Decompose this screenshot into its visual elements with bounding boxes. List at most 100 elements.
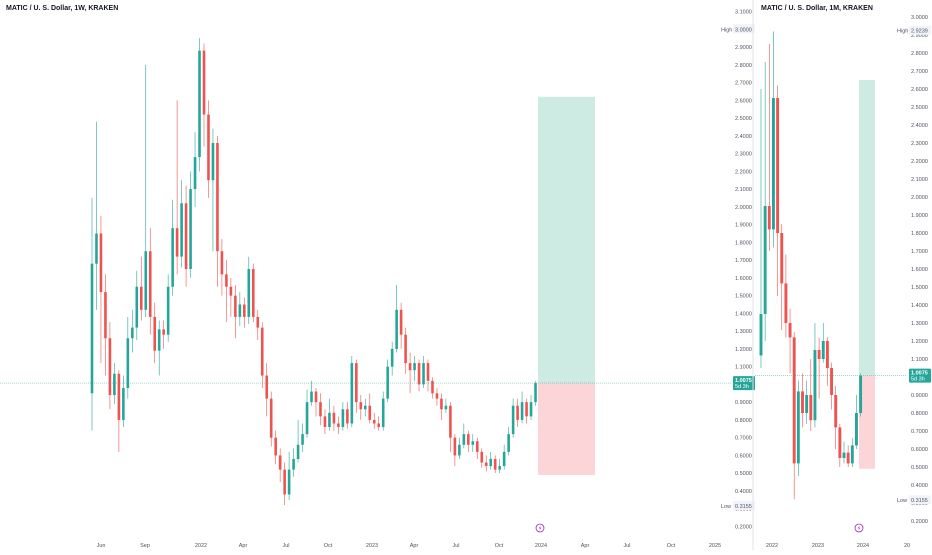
candle — [417, 359, 421, 392]
y-tick-label: 1.1000 — [735, 365, 752, 371]
candle — [287, 451, 291, 500]
candle — [817, 337, 821, 399]
candle-body — [850, 445, 854, 464]
y-tick-label: 3.1000 — [735, 10, 752, 16]
candle-body — [780, 233, 784, 284]
candle-body — [426, 363, 430, 381]
candle — [368, 393, 372, 424]
candle — [842, 441, 846, 464]
candle — [274, 430, 277, 465]
candle — [216, 135, 219, 287]
candle-body — [830, 368, 833, 395]
candle-body — [805, 395, 809, 413]
candle — [529, 395, 533, 420]
candle — [234, 284, 237, 339]
candle-body — [296, 444, 300, 459]
stop-loss-zone[interactable] — [859, 375, 875, 469]
candle-body — [189, 189, 192, 269]
candle-body — [408, 363, 412, 371]
last-price-value: 1.0075 — [735, 378, 752, 384]
candle — [825, 337, 829, 386]
candle — [328, 398, 331, 431]
candle — [520, 391, 524, 424]
candle — [471, 434, 475, 452]
candle — [346, 402, 349, 429]
candle — [834, 386, 838, 449]
candle — [830, 362, 833, 410]
candle — [265, 363, 269, 417]
candle-body — [278, 455, 282, 470]
candle — [238, 292, 242, 326]
candle-body — [355, 363, 358, 403]
candle — [377, 416, 381, 431]
y-tick-label: 2.9000 — [911, 33, 928, 39]
candle-body — [511, 405, 515, 435]
event-icon[interactable] — [854, 523, 864, 533]
profit-target-zone[interactable] — [859, 80, 875, 376]
candle — [135, 270, 139, 341]
candle-body — [162, 329, 165, 335]
candle — [220, 238, 224, 296]
candle-body — [131, 327, 134, 339]
candle-body — [767, 206, 771, 230]
candle-body — [422, 363, 425, 385]
candle — [821, 323, 825, 363]
candle-body — [346, 409, 349, 424]
y-tick-label: 2.9000 — [735, 45, 752, 51]
candle-body — [332, 412, 336, 424]
candle — [131, 309, 134, 353]
candle-body — [180, 203, 183, 257]
y-tick-label: 1.8000 — [735, 240, 752, 246]
candle-body — [247, 269, 251, 317]
y-tick-label: 1.7000 — [911, 249, 928, 255]
candle-body — [207, 114, 210, 181]
x-tick-label: 2025 — [709, 543, 721, 549]
candle-body — [417, 363, 421, 385]
candle — [243, 297, 246, 328]
candle-body — [363, 405, 367, 410]
candle-body — [431, 380, 434, 394]
y-tick-label: 1.4000 — [735, 311, 752, 317]
y-tick-label: 2.6000 — [735, 98, 752, 104]
candle-body — [328, 412, 331, 428]
candle-body — [772, 98, 775, 230]
candle — [404, 327, 407, 374]
lightning-icon — [538, 525, 542, 531]
profit-target-zone[interactable] — [538, 96, 595, 384]
candle — [516, 398, 519, 428]
candle — [292, 448, 295, 477]
candle-body — [350, 363, 354, 424]
candle — [310, 380, 313, 406]
candle-body — [193, 157, 197, 190]
event-icon[interactable] — [535, 523, 545, 533]
candle — [805, 380, 809, 424]
candle — [489, 451, 493, 470]
candle — [453, 434, 457, 467]
stop-loss-zone[interactable] — [538, 383, 595, 475]
y-tick-label: 1.4000 — [911, 303, 928, 309]
x-tick-label: Apr — [581, 543, 590, 549]
y-tick-label: 2.8000 — [911, 51, 928, 57]
candle — [337, 416, 340, 435]
candle — [484, 455, 488, 472]
candle — [211, 128, 215, 252]
candle-body — [135, 286, 139, 328]
monthly-chart[interactable]: MATIC / U. S. Dollar, 1M, KRAKEN 3.0000 2.… — [755, 5, 931, 549]
countdown-label: 5d 3h — [911, 377, 925, 383]
candle — [256, 309, 260, 341]
candle-body — [202, 50, 206, 115]
candle-body — [126, 338, 130, 388]
high-label: High — [721, 27, 732, 33]
candle — [431, 377, 434, 399]
candle-body — [144, 251, 148, 310]
y-tick-label: 1.6000 — [735, 276, 752, 282]
y-tick-label: 0.2000 — [911, 519, 928, 525]
chart-title: MATIC / U. S. Dollar, 1M, KRAKEN — [761, 5, 873, 12]
x-tick-label: Apr — [239, 543, 248, 549]
candle-body — [467, 434, 470, 445]
weekly-chart[interactable]: MATIC / U. S. Dollar, 1W, KRAKEN 3.1000 3.… — [0, 5, 755, 549]
candle-body — [834, 395, 838, 428]
candle — [422, 356, 425, 388]
candle-body — [108, 338, 112, 396]
